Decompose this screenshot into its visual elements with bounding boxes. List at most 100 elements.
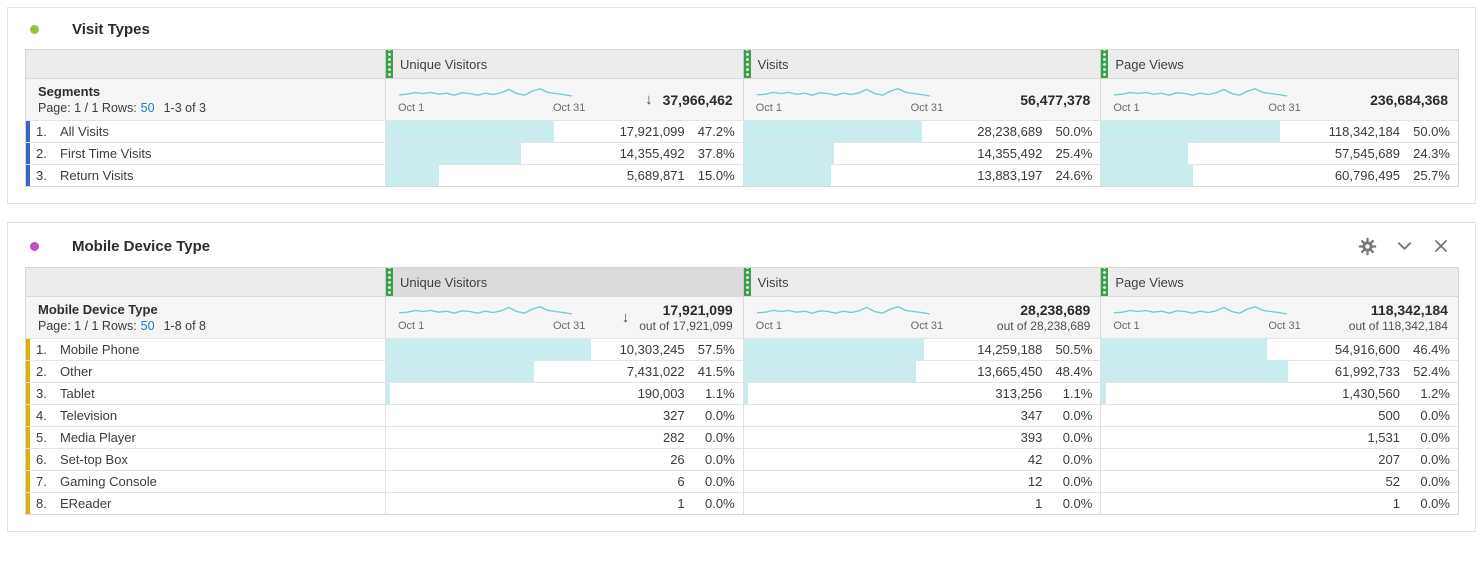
column-drag-handle-icon[interactable] — [743, 268, 751, 296]
metric-percent: 0.0% — [705, 408, 735, 423]
row-name-cell[interactable]: 1. All Visits — [26, 121, 385, 142]
column-header-visits[interactable]: Visits — [742, 268, 1101, 296]
column-header-visits[interactable]: Visits — [742, 50, 1101, 78]
column-header-unique-visitors[interactable]: Unique Visitors — [385, 268, 743, 296]
percent-bar — [386, 165, 440, 186]
row-label[interactable]: Television — [60, 408, 118, 423]
metric-cell-unique-visitors: 17,921,099 47.2% — [385, 121, 743, 142]
column-total-out-of: out of 17,921,099 — [639, 319, 733, 333]
pagination-label: Page: 1 / 1 Rows: — [38, 319, 137, 333]
metric-value: 57,545,689 — [1334, 146, 1400, 161]
row-name-cell[interactable]: 6. Set-top Box — [26, 449, 385, 470]
sparkline-end-date: Oct 31 — [910, 101, 944, 114]
column-drag-handle-icon[interactable] — [1101, 50, 1109, 78]
sparkline-end-date: Oct 31 — [910, 319, 944, 332]
name-column-header — [26, 268, 385, 296]
table-row[interactable]: 1. All Visits 17,921,099 47.2% 28,238,689 50.… — [26, 120, 1458, 142]
column-total-out-of: out of 28,238,689 — [996, 319, 1091, 333]
dimension-title: Segments — [38, 84, 101, 99]
table-row[interactable]: 6. Set-top Box 26 0.0% 42 0.0% 207 0.0% — [26, 448, 1458, 470]
percent-bar — [743, 361, 917, 382]
row-number: 4. — [36, 408, 47, 423]
metric-value: 7,431,022 — [626, 364, 685, 379]
row-label[interactable]: Gaming Console — [60, 474, 157, 489]
close-icon[interactable] — [1431, 236, 1451, 256]
row-name-cell[interactable]: 7. Gaming Console — [26, 471, 385, 492]
row-name-cell[interactable]: 4. Television — [26, 405, 385, 426]
metric-value: 1,531 — [1367, 430, 1400, 445]
row-name-cell[interactable]: 5. Media Player — [26, 427, 385, 448]
table-row[interactable]: 8. EReader 1 0.0% 1 0.0% 1 0.0% — [26, 492, 1458, 514]
row-name-cell[interactable]: 3. Tablet — [26, 383, 385, 404]
metric-percent: 0.0% — [1420, 408, 1450, 423]
row-number: 1. — [36, 124, 47, 139]
row-label[interactable]: All Visits — [60, 124, 109, 139]
column-total: 118,342,184 — [1370, 302, 1448, 318]
row-label[interactable]: Mobile Phone — [60, 342, 140, 357]
column-drag-handle-icon[interactable] — [743, 50, 751, 78]
table-row[interactable]: 1. Mobile Phone 10,303,245 57.5% 14,259,188 5… — [26, 338, 1458, 360]
gear-icon[interactable] — [1357, 236, 1377, 256]
metric-cell-unique-visitors: 14,355,492 37.8% — [385, 143, 743, 164]
row-label[interactable]: Media Player — [60, 430, 136, 445]
metric-percent: 48.4% — [1055, 364, 1093, 379]
metric-percent: 1.1% — [705, 386, 735, 401]
metric-cell-visits: 28,238,689 50.0% — [742, 121, 1101, 142]
table-row[interactable]: 2. First Time Visits 14,355,492 37.8% 14,355… — [26, 142, 1458, 164]
sparkline-end-date: Oct 31 — [553, 101, 586, 114]
column-header-unique-visitors[interactable]: Unique Visitors — [385, 50, 743, 78]
column-header-page-views[interactable]: Page Views — [1100, 268, 1458, 296]
row-marker — [26, 493, 30, 514]
table-row[interactable]: 5. Media Player 282 0.0% 393 0.0% 1,531 0.0% — [26, 426, 1458, 448]
sparkline: Oct 1 Oct 31 — [756, 86, 943, 114]
sort-descending-icon[interactable]: ↓ — [621, 309, 630, 326]
row-name-cell[interactable]: 8. EReader — [26, 493, 385, 514]
sparkline-start-date: Oct 1 — [398, 101, 425, 114]
metric-cell-page-views: 54,916,600 46.4% — [1100, 339, 1458, 360]
metric-cell-page-views: 500 0.0% — [1100, 405, 1458, 426]
percent-bar — [386, 143, 521, 164]
rows-per-page-link[interactable]: 50 — [140, 101, 155, 115]
row-label[interactable]: Other — [60, 364, 93, 379]
row-marker — [26, 427, 30, 448]
metric-value: 28,238,689 — [977, 124, 1043, 139]
row-label[interactable]: Tablet — [60, 386, 95, 401]
row-marker — [26, 471, 30, 492]
metric-percent: 41.5% — [697, 364, 735, 379]
metric-cell-page-views: 1,430,560 1.2% — [1100, 383, 1458, 404]
table-row[interactable]: 3. Return Visits 5,689,871 15.0% 13,883,197 2… — [26, 164, 1458, 186]
metric-cell-page-views: 207 0.0% — [1100, 449, 1458, 470]
row-label[interactable]: First Time Visits — [60, 146, 152, 161]
row-label[interactable]: Return Visits — [60, 168, 134, 183]
metric-value: 60,796,495 — [1334, 168, 1400, 183]
row-name-cell[interactable]: 3. Return Visits — [26, 165, 385, 186]
column-drag-handle-icon[interactable] — [386, 50, 393, 78]
row-name-cell[interactable]: 1. Mobile Phone — [26, 339, 385, 360]
column-drag-handle-icon[interactable] — [1101, 268, 1109, 296]
table-row[interactable]: 2. Other 7,431,022 41.5% 13,665,450 48.4% 61,9… — [26, 360, 1458, 382]
metric-cell-unique-visitors: 190,003 1.1% — [385, 383, 743, 404]
row-name-cell[interactable]: 2. First Time Visits — [26, 143, 385, 164]
row-label[interactable]: Set-top Box — [60, 452, 128, 467]
metric-cell-unique-visitors: 5,689,871 15.0% — [385, 165, 743, 186]
table-row[interactable]: 4. Television 327 0.0% 347 0.0% 500 0.0% — [26, 404, 1458, 426]
column-drag-handle-icon[interactable] — [386, 268, 393, 296]
percent-bar — [386, 339, 592, 360]
rows-per-page-link[interactable]: 50 — [140, 319, 155, 333]
metric-cell-visits: 14,355,492 25.4% — [742, 143, 1101, 164]
metric-cell-visits: 1 0.0% — [742, 493, 1101, 514]
row-name-cell[interactable]: 2. Other — [26, 361, 385, 382]
sparkline-start-date: Oct 1 — [755, 319, 782, 332]
sparkline-end-date: Oct 31 — [553, 319, 586, 332]
row-label[interactable]: EReader — [60, 496, 112, 511]
table-row[interactable]: 7. Gaming Console 6 0.0% 12 0.0% 52 0.0% — [26, 470, 1458, 492]
table-row[interactable]: 3. Tablet 190,003 1.1% 313,256 1.1% 1,430,560 1… — [26, 382, 1458, 404]
metric-percent: 0.0% — [705, 430, 735, 445]
column-header-page-views[interactable]: Page Views — [1100, 50, 1458, 78]
metric-percent: 57.5% — [697, 342, 735, 357]
chevron-down-icon[interactable] — [1394, 236, 1414, 256]
sort-descending-icon[interactable]: ↓ — [645, 91, 653, 108]
column-summary-unique-visitors: Oct 1 Oct 31 ↓ 17,921,099 out of 17,921,099 — [385, 297, 743, 338]
